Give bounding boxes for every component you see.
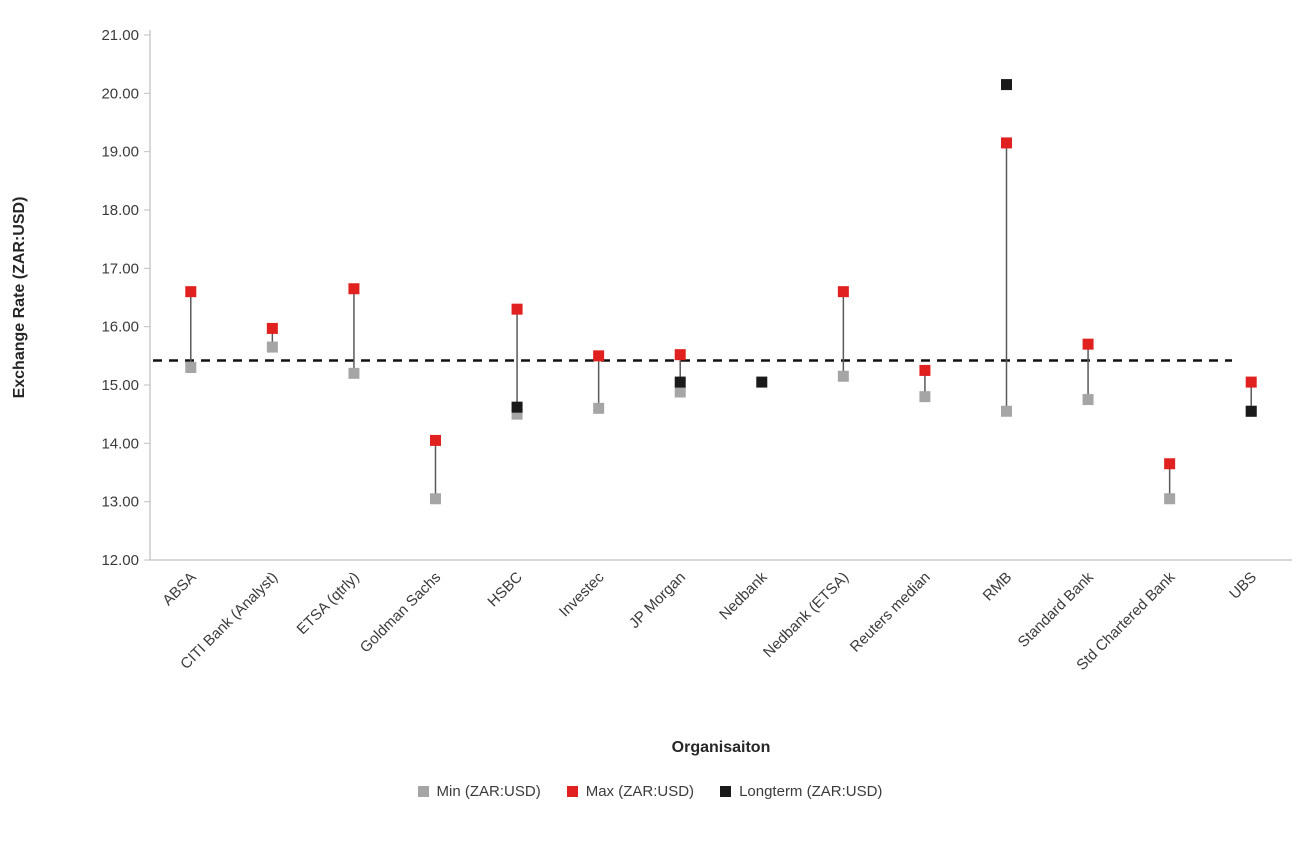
max-marker xyxy=(185,286,197,298)
legend-item: Max (ZAR:USD) xyxy=(566,783,695,800)
min-marker xyxy=(674,386,686,398)
max-marker xyxy=(674,349,686,361)
y-tick-label: 21.00 xyxy=(101,27,139,44)
y-tick-label: 16.00 xyxy=(101,319,139,336)
max-marker xyxy=(837,286,849,298)
min-marker xyxy=(185,362,197,373)
max-marker xyxy=(919,364,931,376)
min-marker xyxy=(511,408,523,420)
category-label: Reuters median xyxy=(847,569,934,656)
min-marker xyxy=(1001,405,1012,417)
longterm-marker xyxy=(756,376,768,388)
min-marker xyxy=(593,402,605,414)
y-tick-label: 19.00 xyxy=(101,144,139,161)
x-axis-title: Organisaiton xyxy=(672,739,771,756)
max-marker xyxy=(511,303,523,315)
category-label: Standard Bank xyxy=(1015,568,1098,651)
legend-label: Longterm (ZAR:USD) xyxy=(739,783,883,800)
legend-item: Min (ZAR:USD) xyxy=(417,783,541,800)
y-tick-label: 14.00 xyxy=(101,435,139,452)
category-label: UBS xyxy=(1226,569,1260,603)
max-marker xyxy=(430,434,441,446)
legend-swatch-longterm-marker xyxy=(720,786,732,797)
y-tick-label: 17.00 xyxy=(101,260,139,277)
max-marker xyxy=(1164,458,1176,470)
legend-label: Max (ZAR:USD) xyxy=(585,783,695,800)
longterm-marker xyxy=(674,376,686,388)
min-marker xyxy=(266,341,278,353)
longterm-marker xyxy=(1001,79,1012,91)
category-label: JP Morgan xyxy=(626,569,689,632)
max-marker xyxy=(1001,137,1012,149)
legend-swatch-min-marker xyxy=(417,786,429,797)
min-marker xyxy=(837,370,849,382)
category-label: Goldman Sachs xyxy=(357,569,444,656)
exchange-rate-chart: 12.00 13.00 14.00 15.00 16.00 17.00 18.00 19.00… xyxy=(11,27,1292,756)
category-label: HSBC xyxy=(484,569,526,611)
min-marker xyxy=(1164,493,1176,505)
category-label: Nedbank xyxy=(716,568,771,623)
legend-label: Min (ZAR:USD) xyxy=(436,783,541,800)
y-tick-label: 13.00 xyxy=(101,494,139,511)
y-tick-label: 18.00 xyxy=(101,202,139,219)
category-label: ETSA (qtrly) xyxy=(294,569,363,638)
legend-swatch-max-marker xyxy=(566,786,578,797)
y-axis-title: Exchange Rate (ZAR:USD) xyxy=(11,197,28,399)
category-label: ABSA xyxy=(159,569,199,609)
category-label: Nedbank (ETSA) xyxy=(760,569,852,661)
min-marker xyxy=(919,391,931,403)
max-marker xyxy=(593,350,605,362)
y-tick-label: 15.00 xyxy=(101,377,139,394)
min-marker xyxy=(348,367,360,379)
max-marker xyxy=(1245,376,1257,388)
min-marker xyxy=(1082,394,1094,406)
max-marker xyxy=(348,283,360,295)
longterm-marker xyxy=(511,401,523,413)
y-tick-label: 12.00 xyxy=(101,552,139,569)
category-label: RMB xyxy=(980,569,1016,605)
max-marker xyxy=(266,322,278,334)
chart-legend: Min (ZAR:USD) Max (ZAR:USD) Longterm (ZAR:… xyxy=(0,783,1300,800)
y-tick-label: 20.00 xyxy=(101,85,139,102)
max-marker xyxy=(1082,338,1094,350)
min-marker xyxy=(430,493,441,505)
longterm-marker xyxy=(1245,405,1257,417)
legend-item: Longterm (ZAR:USD) xyxy=(720,783,882,800)
category-label: Investec xyxy=(556,568,608,620)
